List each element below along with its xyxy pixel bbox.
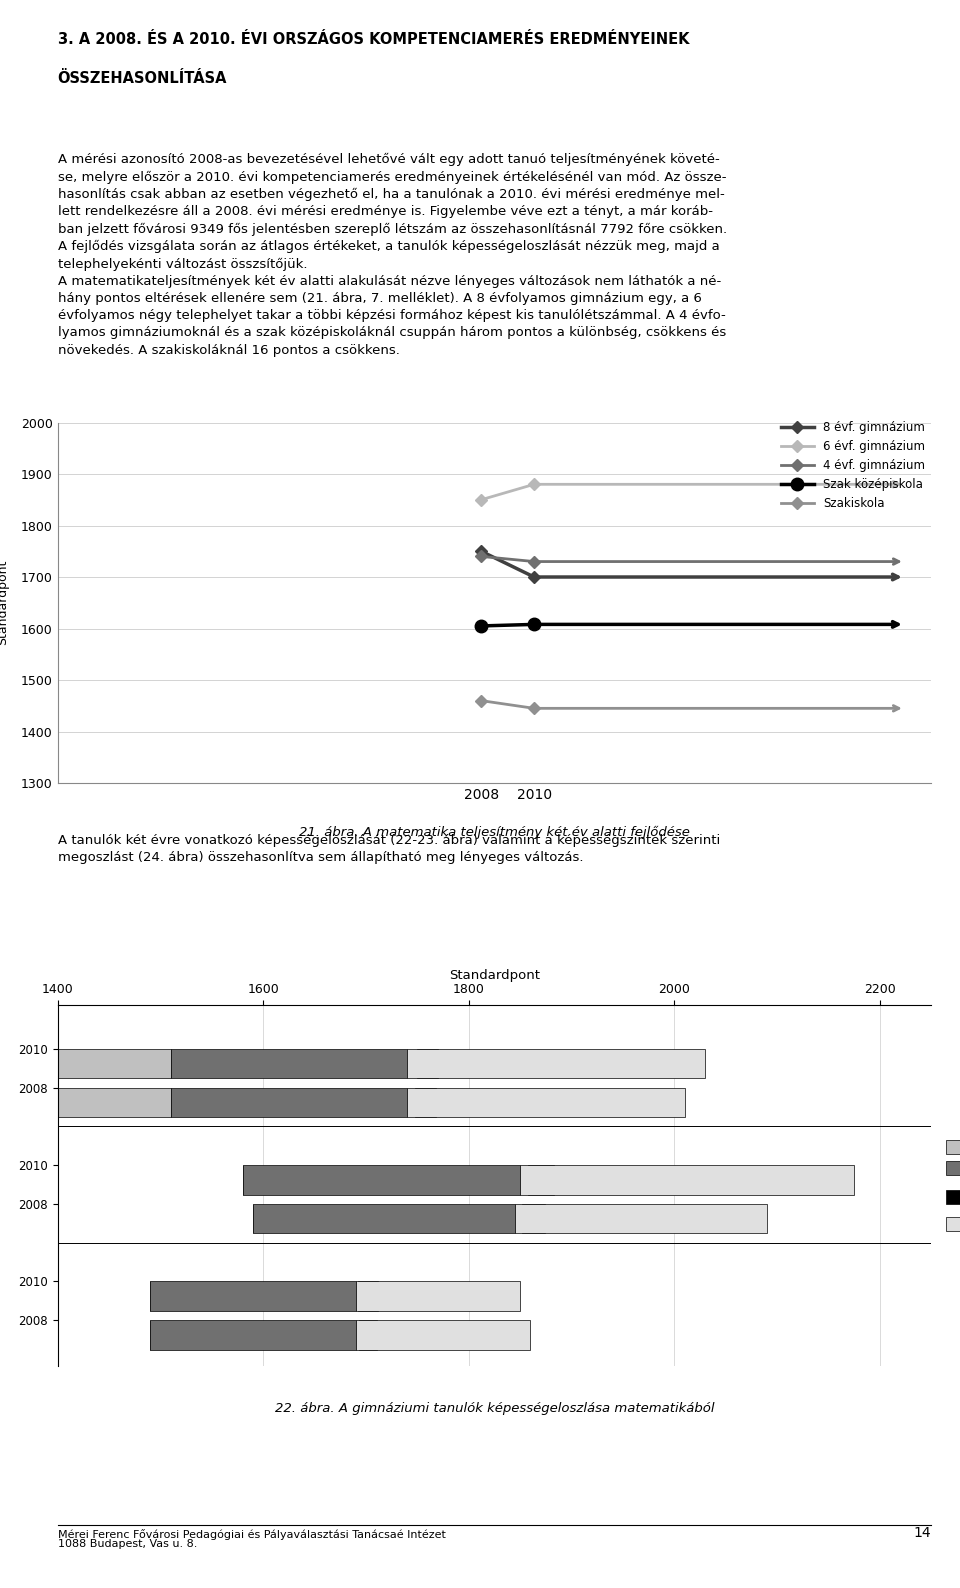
Text: 3. A 2008. ÉS A 2010. ÉVI ORSZÁGOS KOMPETENCIAMERÉS EREDMÉNYEINEK: 3. A 2008. ÉS A 2010. ÉVI ORSZÁGOS KOMPE…	[58, 32, 689, 46]
Bar	[355, 1320, 530, 1350]
Bar	[171, 1088, 407, 1116]
X-axis label: Standardpont: Standardpont	[449, 969, 540, 981]
Bar	[150, 1282, 355, 1310]
Bar	[520, 1166, 854, 1194]
Bar	[58, 1088, 171, 1116]
Bar	[528, 1166, 554, 1194]
Text: ÖSSZEHASONLÍTÁSA: ÖSSZEHASONLÍTÁSA	[58, 71, 228, 86]
Bar	[252, 1204, 515, 1234]
Bar	[407, 1048, 705, 1078]
Text: 1088 Budapest, Vas u. 8.: 1088 Budapest, Vas u. 8.	[58, 1539, 197, 1548]
Bar	[58, 1048, 171, 1078]
Legend: Alsó 25%, Középső 50%, Konfidencia
intervallum, Felső 25%: Alsó 25%, Középső 50%, Konfidencia inter…	[946, 1140, 960, 1231]
Legend: 8 évf. gimnázium, 6 évf. gimnázium, 4 évf. gimnázium, Szak középiskola, Szakisko: 8 évf. gimnázium, 6 évf. gimnázium, 4 év…	[780, 421, 925, 510]
Text: A mérési azonosító 2008-as bevezetésével lehetővé vált egy adott tanuó teljesítm: A mérési azonosító 2008-as bevezetésével…	[58, 152, 727, 357]
Text: A tanulók két évre vonatkozó képességeloszlását (22-23. ábra) valamint a képessé: A tanulók két évre vonatkozó képességelo…	[58, 834, 720, 864]
Bar	[355, 1282, 520, 1310]
Text: 22. ábra. A gimnáziumi tanulók képességeloszlása matematikából: 22. ábra. A gimnáziumi tanulók képessége…	[275, 1402, 714, 1415]
Bar	[522, 1204, 544, 1234]
Y-axis label: Standardpont: Standardpont	[0, 561, 10, 645]
Text: 14: 14	[914, 1526, 931, 1540]
Bar	[243, 1166, 520, 1194]
Bar	[418, 1048, 438, 1078]
Bar	[171, 1048, 407, 1078]
Text: 21. ábra. A matematika teljesítmény két év alatti fejlődése: 21. ábra. A matematika teljesítmény két …	[299, 826, 690, 840]
Bar	[359, 1320, 377, 1350]
Bar	[416, 1088, 436, 1116]
Bar	[515, 1204, 767, 1234]
Bar	[358, 1282, 378, 1310]
Bar	[150, 1320, 355, 1350]
Bar	[407, 1088, 684, 1116]
Text: Mérei Ferenc Fővárosi Pedagógiai és Pályaválasztási Tanácsaé Intézet: Mérei Ferenc Fővárosi Pedagógiai és Pály…	[58, 1529, 445, 1540]
